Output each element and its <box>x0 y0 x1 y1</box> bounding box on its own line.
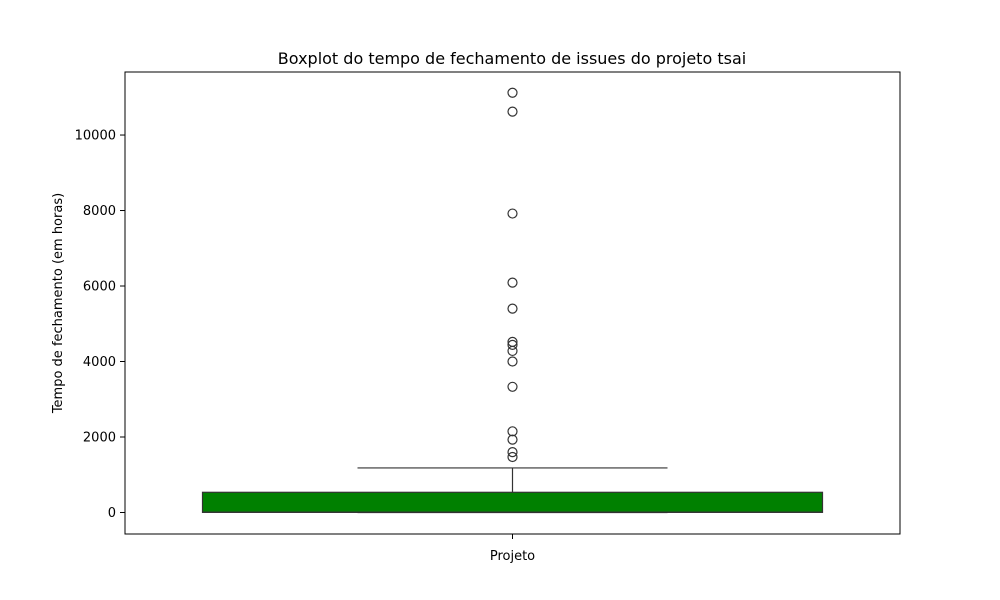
y-tick-label: 4000 <box>83 355 116 370</box>
outlier-point <box>507 339 518 350</box>
y-axis: 0 2000 4000 6000 8000 10000 <box>75 129 125 521</box>
outlier-point <box>507 336 518 347</box>
plot-area <box>201 87 824 514</box>
y-tick-label: 6000 <box>83 280 116 295</box>
y-tick-label: 2000 <box>83 430 116 445</box>
y-tick-label: 8000 <box>83 204 116 219</box>
x-tick-label: Projeto <box>490 549 535 564</box>
outlier-point <box>507 446 518 458</box>
outlier-point <box>507 356 518 367</box>
outlier-point <box>507 303 518 314</box>
y-axis-label: Tempo de fechamento (em horas) <box>51 193 66 414</box>
outlier-point <box>507 426 518 437</box>
outlier-point <box>507 106 518 117</box>
outlier-point <box>507 87 518 98</box>
outlier-point <box>507 277 518 288</box>
plot-frame <box>124 71 901 535</box>
y-tick-label: 0 <box>108 506 116 521</box>
box-iqr <box>201 491 824 513</box>
y-tick-label: 10000 <box>75 129 116 144</box>
outlier-point <box>507 381 518 392</box>
chart-title: Boxplot do tempo de fechamento de issues… <box>278 49 746 68</box>
outlier-point <box>507 451 518 463</box>
outlier-point <box>507 208 518 219</box>
outlier-point <box>507 434 518 445</box>
x-axis: Projeto <box>490 534 535 564</box>
